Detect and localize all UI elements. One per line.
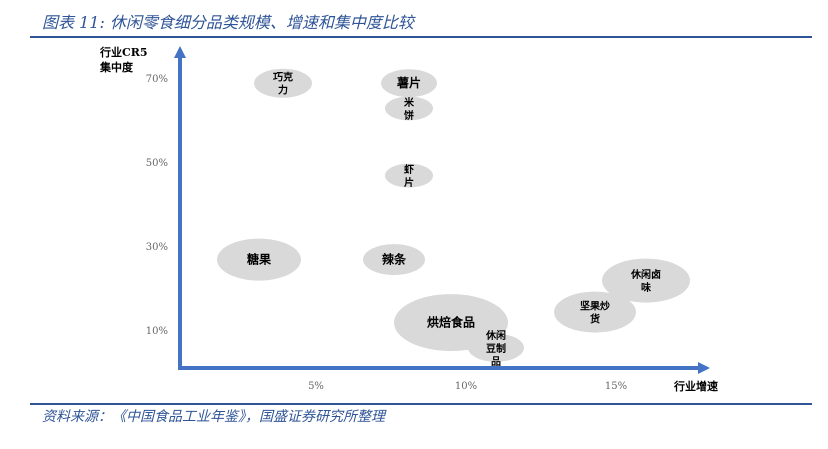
bubble-label: 休闲卤 <box>630 268 661 281</box>
title-divider <box>30 36 812 38</box>
bubble-label: 饼 <box>404 109 414 122</box>
y-tick-label: 50% <box>146 158 168 169</box>
bubble-label: 米 <box>404 96 415 109</box>
bubble-label: 虾 <box>404 163 414 176</box>
bubble <box>363 244 425 276</box>
bubble <box>468 333 524 362</box>
y-tick-label: 30% <box>146 242 168 253</box>
y-tick-label: 70% <box>146 74 168 85</box>
source-divider <box>30 403 812 405</box>
bubble <box>385 96 433 121</box>
bubble-label: 烘焙食品 <box>427 315 475 330</box>
bubble-label: 坚果炒 <box>580 300 610 313</box>
y-axis-arrow <box>174 46 186 58</box>
bubble <box>554 291 636 333</box>
figure-title: 图表 11: 休闲零食细分品类规模、增速和集中度比较 <box>42 13 414 32</box>
bubble-label: 货 <box>590 313 600 326</box>
bubble-label: 片 <box>404 176 414 189</box>
bubble <box>217 238 301 281</box>
bubble-label: 辣条 <box>382 252 407 267</box>
y-tick-label: 10% <box>146 326 168 337</box>
bubble-label: 糖果 <box>247 252 271 267</box>
bubble-label: 豆制 <box>486 342 506 355</box>
source-note: 资料来源：《中国食品工业年鉴》，国盛证券研究所整理 <box>42 409 385 425</box>
bubble-label: 味 <box>641 281 651 294</box>
bubble <box>602 258 690 303</box>
x-tick-label: 10% <box>455 381 477 392</box>
x-tick-label: 5% <box>308 381 324 392</box>
bubble-label: 品 <box>491 356 501 368</box>
bubble <box>254 68 312 98</box>
x-axis-title: 行业增速 <box>673 379 718 393</box>
bubble-label: 力 <box>278 84 288 97</box>
bubble <box>381 69 437 98</box>
bubble <box>385 163 433 188</box>
x-tick-label: 15% <box>605 381 627 392</box>
bubble-label: 薯片 <box>396 75 421 90</box>
bubble-label: 巧克 <box>273 71 293 84</box>
y-axis-title: 集中度 <box>99 60 134 74</box>
bubble-label: 休闲 <box>485 329 506 342</box>
x-axis-arrow <box>698 362 710 374</box>
y-axis-title: 行业CR5 <box>99 45 148 59</box>
